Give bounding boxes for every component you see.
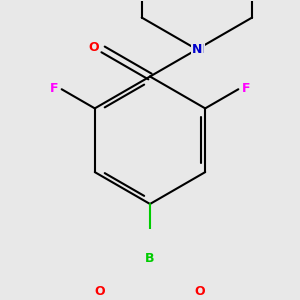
Text: O: O: [195, 285, 205, 298]
Text: N: N: [194, 43, 204, 56]
Text: O: O: [88, 40, 98, 54]
Text: F: F: [50, 82, 58, 94]
Text: F: F: [242, 82, 250, 94]
Text: O: O: [95, 285, 105, 298]
Text: B: B: [145, 252, 155, 265]
Text: N: N: [192, 43, 202, 56]
